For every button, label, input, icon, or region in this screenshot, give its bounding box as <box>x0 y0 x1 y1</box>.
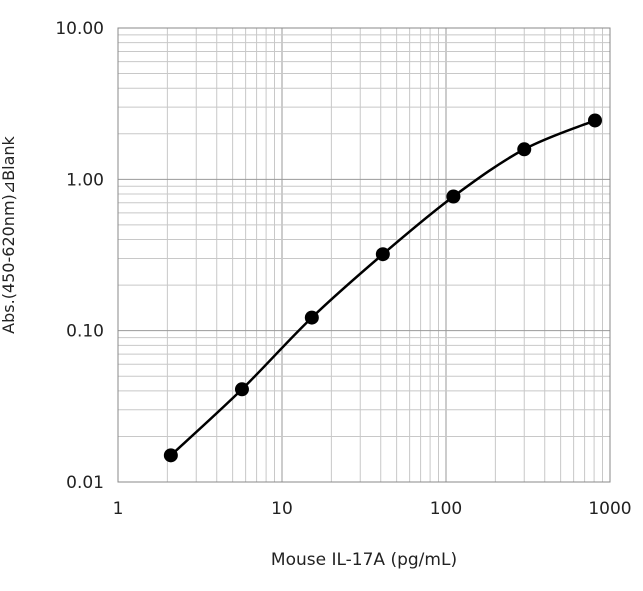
x-tick-label: 1000 <box>588 499 631 519</box>
data-point <box>234 382 249 397</box>
data-point <box>587 113 602 128</box>
x-tick-label: 10 <box>271 499 293 519</box>
x-tick-label: 1 <box>113 499 124 519</box>
x-tick-label: 100 <box>430 499 462 519</box>
data-point <box>304 310 319 325</box>
x-axis-ticks: 1 10 100 1000 <box>113 499 632 519</box>
series-curve <box>169 119 596 457</box>
y-tick-label: 1.00 <box>66 170 104 190</box>
curve-layer <box>169 119 596 457</box>
y-tick-label: 0.10 <box>66 322 104 342</box>
y-tick-label: 10.00 <box>55 19 104 39</box>
data-point <box>375 247 390 262</box>
x-axis-label: Mouse IL-17A (pg/mL) <box>271 550 457 570</box>
y-axis-ticks: 0.01 0.10 1.00 10.00 <box>55 19 104 493</box>
y-axis-label: Abs.(450-620nm)⊿Blank <box>0 135 18 333</box>
plot-frame <box>117 27 611 483</box>
data-point <box>163 448 178 463</box>
data-point <box>517 142 532 157</box>
points-layer <box>163 113 602 463</box>
y-tick-label: 0.01 <box>66 473 104 493</box>
data-point <box>446 189 461 204</box>
grid <box>117 27 611 483</box>
